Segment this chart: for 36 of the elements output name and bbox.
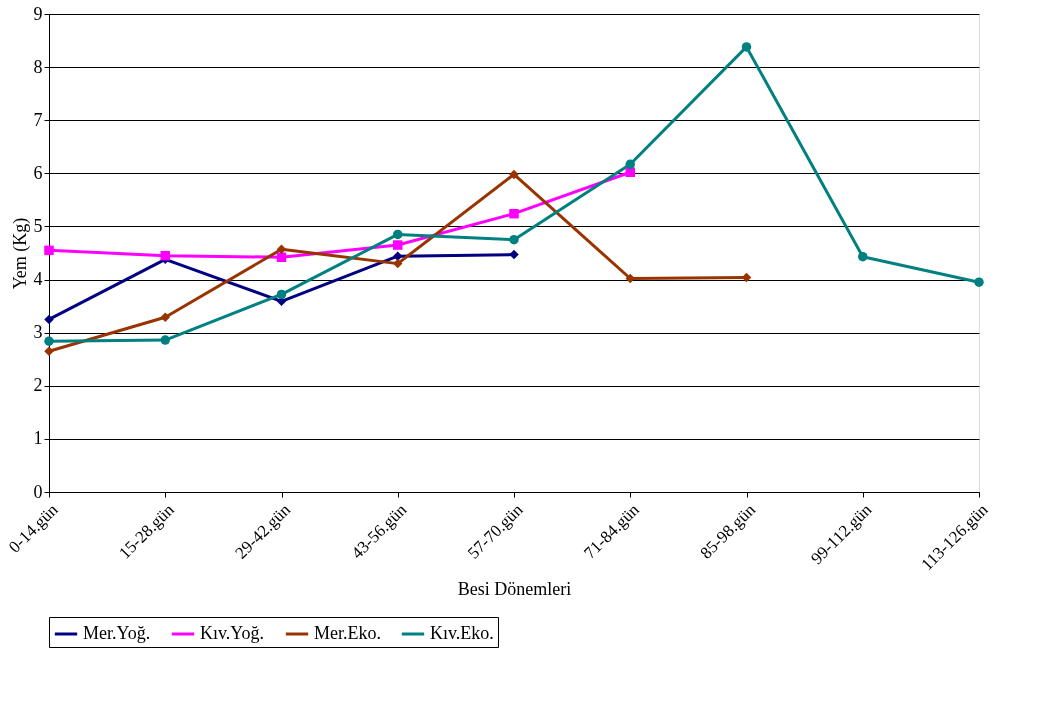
point [741,42,752,52]
point [160,250,170,261]
point [509,208,519,219]
point [44,314,54,325]
point [276,244,287,255]
point [509,234,519,245]
y-tick-label: 8 [33,56,43,77]
point [160,312,170,323]
y-axis-title: Yem (Kg) [9,217,31,290]
point [509,169,519,180]
y-tick-label: 5 [33,215,43,236]
point [509,249,519,260]
y-tick-label: 7 [33,109,43,130]
y-tick-label: 4 [33,269,43,290]
y-tick-label: 2 [33,375,43,396]
point [625,159,635,170]
y-tick-label: 3 [33,322,43,343]
point [44,245,54,256]
point [625,273,635,284]
legend-label: Mer.Eko. [314,623,381,643]
x-axis-title: Besi Dönemleri [457,579,572,600]
y-tick-label: 9 [33,3,43,24]
point [393,258,403,269]
point [393,229,403,240]
point [974,277,984,287]
legend-label: Kıv.Eko. [430,623,494,643]
point [393,240,403,250]
point [276,289,287,300]
point [160,335,170,345]
point [393,251,403,261]
legend-label: Mer.Yoğ. [83,623,151,643]
y-tick-label: 6 [33,162,43,183]
y-tick-label: 0 [33,481,43,502]
point [858,251,868,262]
y-tick-label: 1 [33,428,43,449]
legend-label: Kıv.Yoğ. [200,623,265,643]
